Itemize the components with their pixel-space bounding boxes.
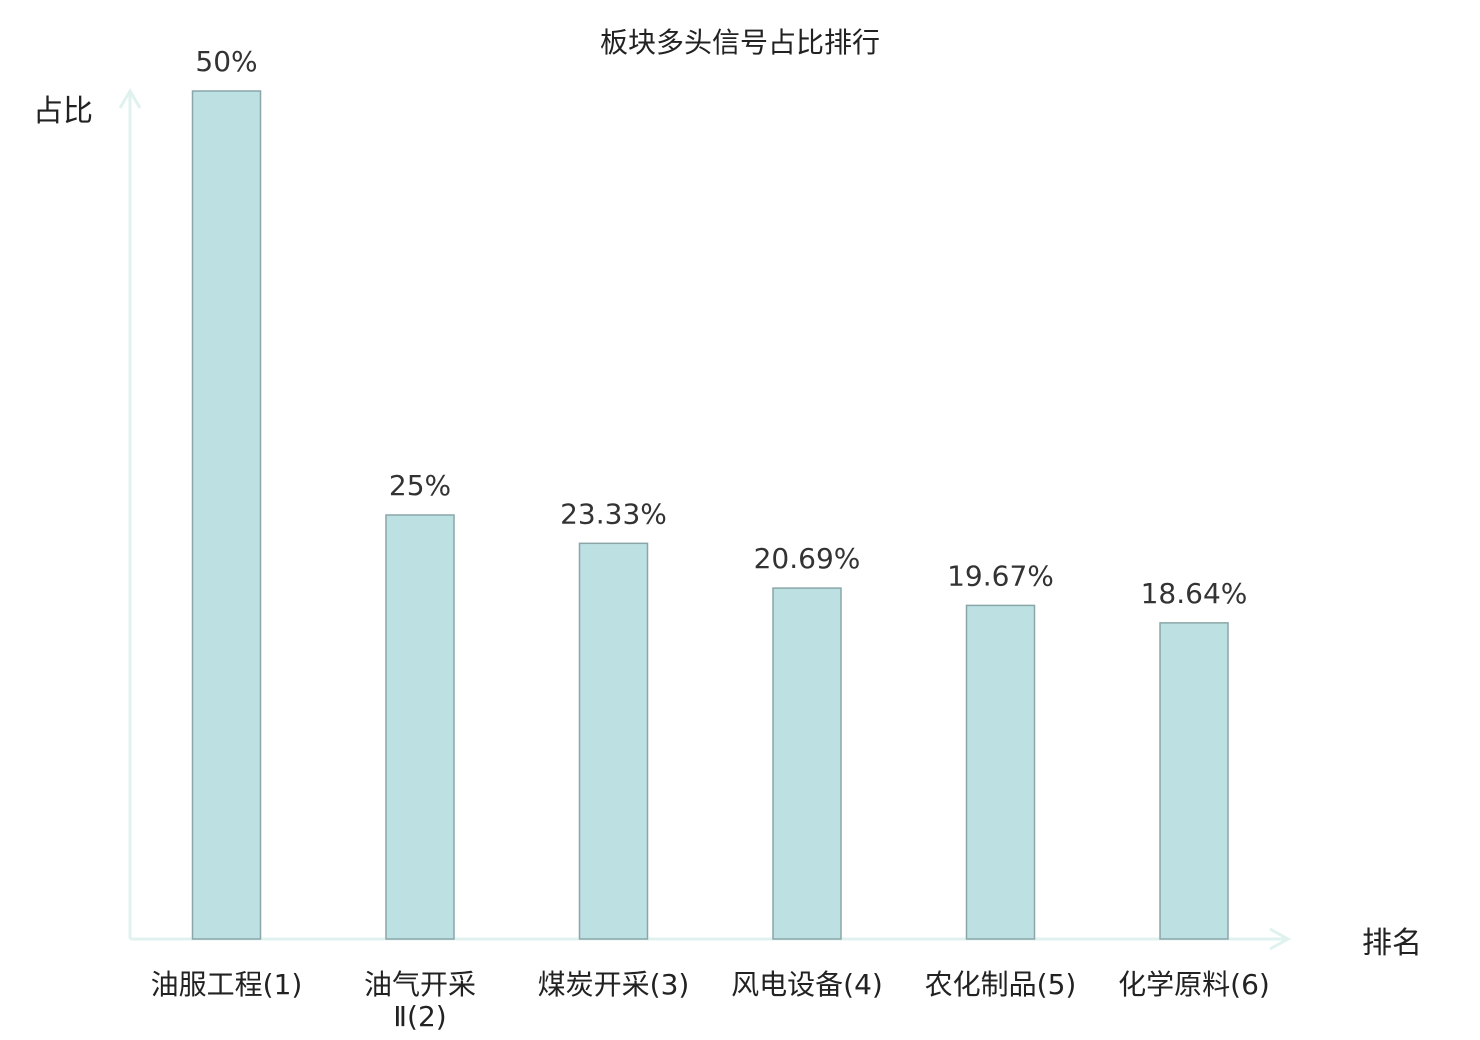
x-axis bbox=[130, 927, 1292, 951]
category-label-4: 风电设备(4) bbox=[731, 968, 883, 1001]
category-label-5: 农化制品(5) bbox=[925, 968, 1077, 1001]
bar-5 bbox=[965, 604, 1036, 940]
bar-3 bbox=[578, 542, 649, 940]
bar-6 bbox=[1159, 622, 1229, 940]
value-labels-group: 50% 25% 23.33% 20.69% 19.67% 18.64% bbox=[195, 45, 1247, 610]
chart-title: 板块多头信号占比排行 bbox=[600, 26, 880, 59]
bars-group bbox=[191, 90, 1229, 940]
category-label-2-line-1: 油气开采 bbox=[364, 968, 476, 1001]
bar-1 bbox=[191, 90, 262, 940]
value-label-6: 18.64% bbox=[1141, 577, 1248, 610]
x-axis-title: 排名 bbox=[1362, 926, 1422, 961]
value-label-4: 20.69% bbox=[754, 542, 861, 575]
category-label-2-line-2: Ⅱ(2) bbox=[393, 1000, 446, 1033]
value-label-5: 19.67% bbox=[947, 559, 1054, 592]
category-label-6: 化学原料(6) bbox=[1118, 968, 1270, 1001]
value-label-3: 23.33% bbox=[560, 497, 667, 530]
bar-4 bbox=[772, 587, 842, 940]
category-label-3: 煤炭开采(3) bbox=[538, 968, 690, 1001]
y-axis bbox=[118, 88, 142, 939]
category-label-1: 油服工程(1) bbox=[151, 968, 303, 1001]
y-axis-title: 占比 bbox=[33, 94, 93, 129]
value-label-2: 25% bbox=[389, 469, 451, 502]
bar-2 bbox=[385, 514, 455, 940]
value-label-1: 50% bbox=[195, 45, 257, 78]
